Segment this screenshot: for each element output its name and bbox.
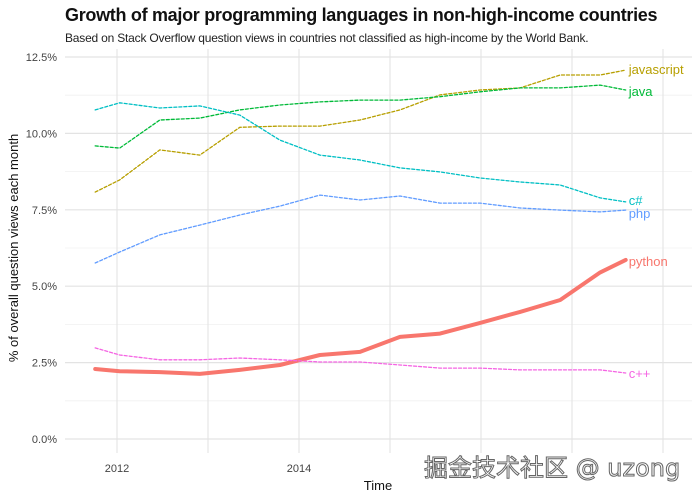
y-tick-label: 7.5% bbox=[32, 205, 57, 217]
series-labels: javascript java c#php python c++ bbox=[628, 62, 684, 381]
y-tick-label: 5.0% bbox=[32, 281, 57, 293]
series-label: java bbox=[628, 84, 654, 99]
x-axis-label: Time bbox=[364, 478, 392, 493]
tick-labels: 0.0% 2.5% 5.0% 7.5% 10.0% 12.5% 2012 2014 bbox=[26, 52, 311, 475]
y-axis-label: % of overall question views each month bbox=[6, 134, 21, 362]
x-tick-label: 2014 bbox=[287, 463, 311, 475]
chart-title: Growth of major programming languages in… bbox=[65, 5, 658, 25]
y-tick-label: 10.0% bbox=[26, 128, 57, 140]
y-tick-label: 0.0% bbox=[32, 434, 57, 446]
series-label: c++ bbox=[629, 366, 651, 381]
watermark: 掘金技术社区 @ uzong bbox=[423, 454, 681, 483]
series-label: python bbox=[629, 254, 668, 269]
series-line-php bbox=[94, 194, 627, 264]
series-label: c# bbox=[629, 193, 644, 208]
series-line-csharp bbox=[94, 102, 627, 203]
series-label: javascript bbox=[628, 62, 684, 77]
series-line-cplusplus bbox=[94, 347, 627, 374]
series-line-javascript bbox=[94, 69, 627, 193]
series-line-java bbox=[94, 84, 627, 149]
series-label: php bbox=[629, 206, 651, 221]
y-tick-label: 12.5% bbox=[26, 52, 57, 64]
chart-subtitle: Based on Stack Overflow question views i… bbox=[65, 31, 589, 45]
series-line-python bbox=[93, 257, 628, 376]
gridlines bbox=[65, 49, 692, 453]
series-lines bbox=[93, 69, 628, 376]
x-tick-label: 2012 bbox=[105, 463, 129, 475]
y-tick-label: 2.5% bbox=[32, 358, 57, 370]
